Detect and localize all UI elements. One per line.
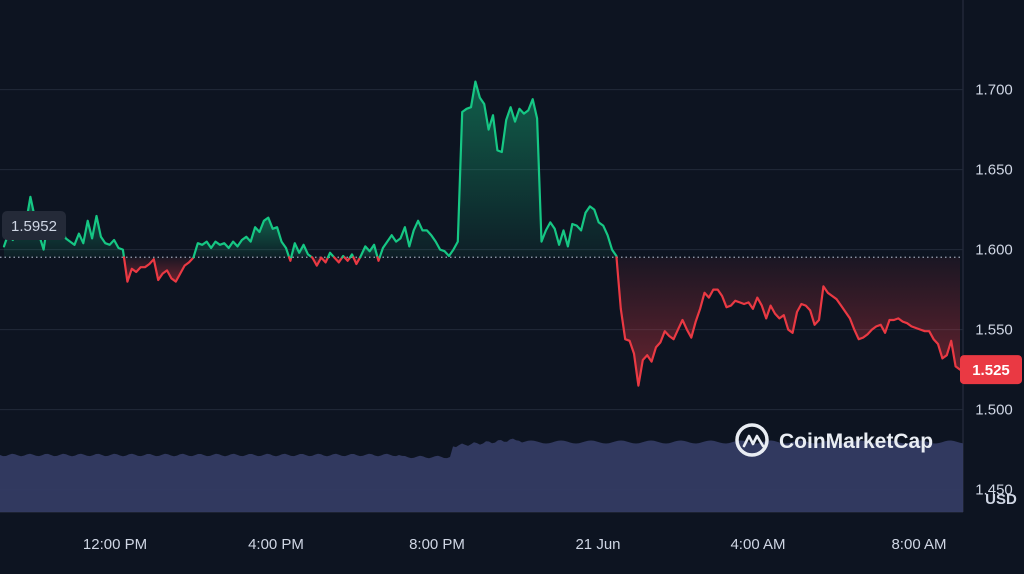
price-line-down-segment [352, 256, 362, 266]
price-line-down-segment [333, 256, 344, 264]
area-below-reference [616, 257, 960, 386]
area-above-reference [193, 217, 290, 258]
brand-watermark: CoinMarketCap [735, 423, 933, 457]
area-below-reference [124, 257, 194, 282]
y-tick-label: 1.550 [975, 322, 1013, 339]
price-line-down-segment [615, 256, 962, 387]
last-price-label: 1.525 [972, 362, 1010, 379]
y-tick-label: 1.450 [975, 482, 1013, 499]
reference-price-badge: 1.5952 [2, 211, 66, 240]
y-tick-label: 1.700 [975, 82, 1013, 99]
y-tick-label: 1.650 [975, 162, 1013, 179]
price-line-down-segment [310, 256, 330, 267]
brand-name: CoinMarketCap [779, 430, 933, 453]
x-tick-label: 21 Jun [575, 536, 620, 553]
coinmarketcap-logo-icon [735, 423, 769, 457]
last-price-badge: 1.525 [960, 355, 1022, 385]
y-tick-label: 1.500 [975, 402, 1013, 419]
x-axis: 12:00 PM 4:00 PM 8:00 PM 21 Jun 4:00 AM 8:00 … [83, 536, 947, 553]
x-tick-label: 12:00 PM [83, 536, 147, 553]
x-tick-label: 4:00 PM [248, 536, 304, 553]
volume-area [0, 438, 963, 512]
y-axis: 1.450 1.500 1.550 1.600 1.650 1.700 [975, 82, 1013, 499]
price-line-up-segment [359, 243, 379, 259]
reference-price-label: 1.5952 [11, 218, 57, 235]
price-line-down-segment [288, 256, 293, 262]
price-line-up-segment [192, 216, 291, 259]
price-line-down-segment [376, 256, 381, 262]
currency-unit-label: USD [985, 491, 1017, 508]
x-tick-label: 8:00 PM [409, 536, 465, 553]
price-line-down-segment [343, 256, 352, 262]
price-fill [4, 81, 960, 386]
price-line-up-segment [326, 251, 336, 259]
price-line-up-segment [290, 242, 313, 259]
y-tick-label: 1.600 [975, 242, 1013, 259]
area-above-reference [4, 196, 124, 258]
price-line-up-segment [378, 80, 618, 259]
price-line-down-segment [122, 256, 195, 283]
x-tick-label: 4:00 AM [730, 536, 785, 553]
volume-shape [0, 438, 963, 512]
x-tick-label: 8:00 AM [891, 536, 946, 553]
area-above-reference [379, 81, 617, 258]
